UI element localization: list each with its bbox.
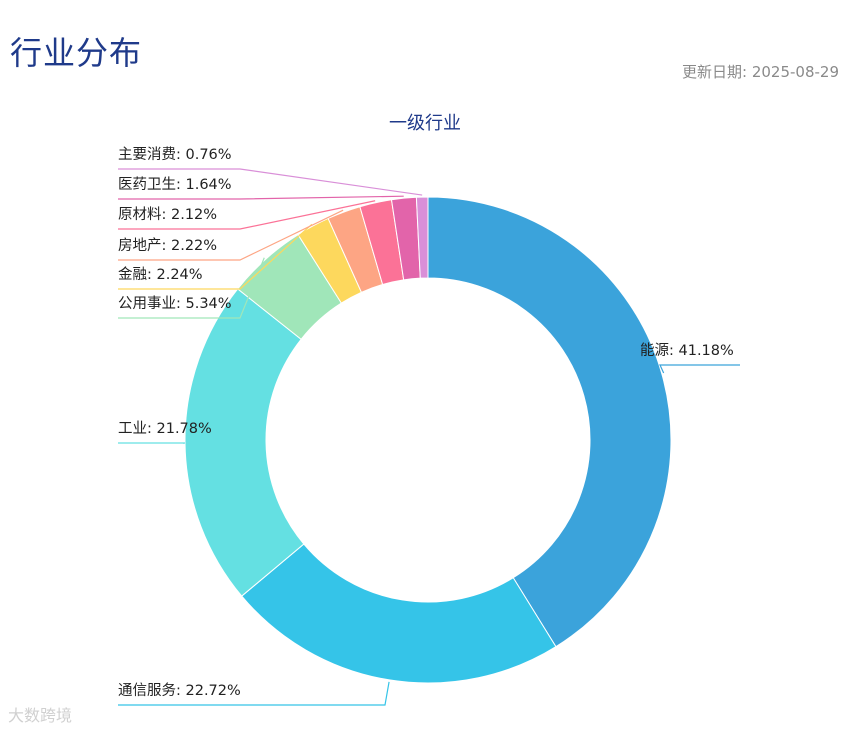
watermark: 大数跨境 xyxy=(8,706,73,725)
leader-line-4 xyxy=(118,223,313,290)
slice-label-6: 原材料: 2.12% xyxy=(118,206,217,223)
slice-label-2: 工业: 21.78% xyxy=(118,420,212,437)
leader-line-0 xyxy=(659,364,740,374)
donut-slice-1[interactable] xyxy=(241,543,557,684)
slice-label-3: 公用事业: 5.34% xyxy=(118,295,232,312)
slice-label-7: 医药卫生: 1.64% xyxy=(118,176,232,193)
slice-labels: 能源: 41.18% 通信服务: 22.72% 工业: 21.78% 公用事业: 5.… xyxy=(118,146,734,699)
slice-label-4: 金融: 2.24% xyxy=(118,266,203,283)
donut-slice-8[interactable] xyxy=(415,196,429,279)
leader-line-7 xyxy=(118,195,404,200)
leader-line-3 xyxy=(118,257,265,319)
label-leader-lines xyxy=(118,168,740,706)
slice-label-8: 主要消费: 0.76% xyxy=(118,146,232,163)
leader-line-5 xyxy=(118,209,344,261)
donut-slice-0[interactable] xyxy=(427,196,672,648)
slice-label-1: 通信服务: 22.72% xyxy=(118,682,241,699)
slice-label-5: 房地产: 2.22% xyxy=(118,237,217,254)
slice-label-0: 能源: 41.18% xyxy=(640,342,734,359)
leader-line-1 xyxy=(118,681,390,706)
donut-slice-2[interactable] xyxy=(184,288,305,597)
update-date: 更新日期: 2025-08-29 xyxy=(682,63,839,81)
leader-line-6 xyxy=(118,200,376,230)
leader-line-8 xyxy=(118,168,423,196)
chart-title: 一级行业 xyxy=(389,113,461,134)
page-title: 行业分布 xyxy=(10,34,143,73)
donut-slices xyxy=(184,196,672,684)
